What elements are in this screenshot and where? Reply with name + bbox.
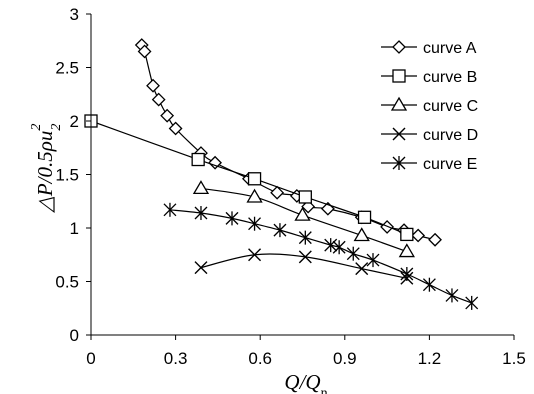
legend-marker xyxy=(390,96,408,111)
legend-label: curve C xyxy=(423,98,478,115)
y-axis-label: △P/0.5ρu22 xyxy=(29,124,64,214)
legend-marker xyxy=(392,156,406,170)
series-asterisk xyxy=(163,202,479,310)
data-point xyxy=(332,240,346,255)
data-point xyxy=(248,248,262,262)
data-point xyxy=(346,246,360,261)
data-point xyxy=(192,180,210,195)
legend-marker xyxy=(392,40,406,54)
data-point xyxy=(298,230,312,245)
legend-entry: curve B xyxy=(381,69,477,86)
legend-label: curve A xyxy=(423,40,477,57)
y-tick-label: 3 xyxy=(70,5,79,24)
data-point xyxy=(465,295,479,310)
legend-entry: curve A xyxy=(381,40,477,57)
data-point xyxy=(445,288,459,303)
data-point xyxy=(191,152,205,167)
data-point xyxy=(400,227,414,242)
data-point xyxy=(366,253,380,268)
tick-labels: 0 0.3 0.6 0.9 1.2 1.5 0 0.5 1 1.5 2 2.5 3 xyxy=(55,5,525,368)
y-tick-label: 0 xyxy=(70,326,79,345)
x-tick-label: 1.5 xyxy=(502,349,526,368)
data-point xyxy=(194,261,208,275)
axes xyxy=(86,13,515,340)
data-point xyxy=(137,44,152,59)
series-line xyxy=(141,44,436,241)
data-point xyxy=(168,121,183,136)
x-axis-label-main: Q/Q xyxy=(284,370,320,394)
data-point xyxy=(298,190,312,204)
x-axis-label-subscript: n xyxy=(321,386,328,394)
y-tick-label: 1.5 xyxy=(55,166,79,185)
data-point xyxy=(225,211,239,226)
legend-label: curve E xyxy=(423,156,477,173)
x-tick-label: 0.3 xyxy=(164,349,188,368)
data-point xyxy=(270,185,285,200)
data-point xyxy=(194,206,208,221)
data-point xyxy=(357,210,372,224)
data-point xyxy=(146,78,160,93)
y-tick-label: 2.5 xyxy=(55,59,79,78)
legend-entry: curve E xyxy=(381,156,477,173)
y-axis-label-superscript: 2 xyxy=(29,124,44,131)
data-point xyxy=(380,220,395,234)
y-axis-label-subscript: 2 xyxy=(49,124,64,131)
legend-entry: curve D xyxy=(381,127,478,144)
legend-label: curve B xyxy=(423,69,477,86)
y-tick-label: 1 xyxy=(70,219,79,238)
data-point xyxy=(246,188,263,203)
series-x xyxy=(194,248,414,285)
data-point xyxy=(163,202,177,217)
data-point xyxy=(353,227,370,242)
data-point xyxy=(411,228,426,243)
y-tick-label: 0.5 xyxy=(55,273,79,292)
data-point xyxy=(324,238,338,253)
y-tick-label: 2 xyxy=(70,112,79,131)
x-tick-label: 0.6 xyxy=(248,349,272,368)
legend-marker xyxy=(392,69,406,83)
x-tick-label: 0.9 xyxy=(333,349,357,368)
plot-area xyxy=(84,38,479,310)
legend-label: curve D xyxy=(423,127,478,144)
x-tick-label: 1.2 xyxy=(418,349,442,368)
data-point xyxy=(355,262,369,276)
legend-entry: curve C xyxy=(381,96,478,115)
data-point xyxy=(400,267,414,282)
data-point xyxy=(398,243,415,258)
series-triangle xyxy=(192,180,415,258)
data-point xyxy=(273,223,287,238)
data-point xyxy=(151,92,166,107)
data-point xyxy=(298,250,312,264)
y-axis-label-main: △P/0.5ρu xyxy=(33,131,57,214)
x-tick-label: 0 xyxy=(86,349,95,368)
data-point xyxy=(160,108,175,123)
x-axis-label: Q/Qn xyxy=(284,370,327,394)
data-point xyxy=(247,172,262,186)
legend-marker xyxy=(392,127,406,141)
data-point xyxy=(294,206,311,221)
data-point xyxy=(422,277,436,292)
series-line xyxy=(169,209,472,304)
data-point xyxy=(248,216,262,231)
data-point xyxy=(208,155,222,170)
series-square xyxy=(84,114,414,242)
legend: curve A curve B curve C curve D curve E xyxy=(381,40,478,173)
data-point xyxy=(428,232,442,247)
